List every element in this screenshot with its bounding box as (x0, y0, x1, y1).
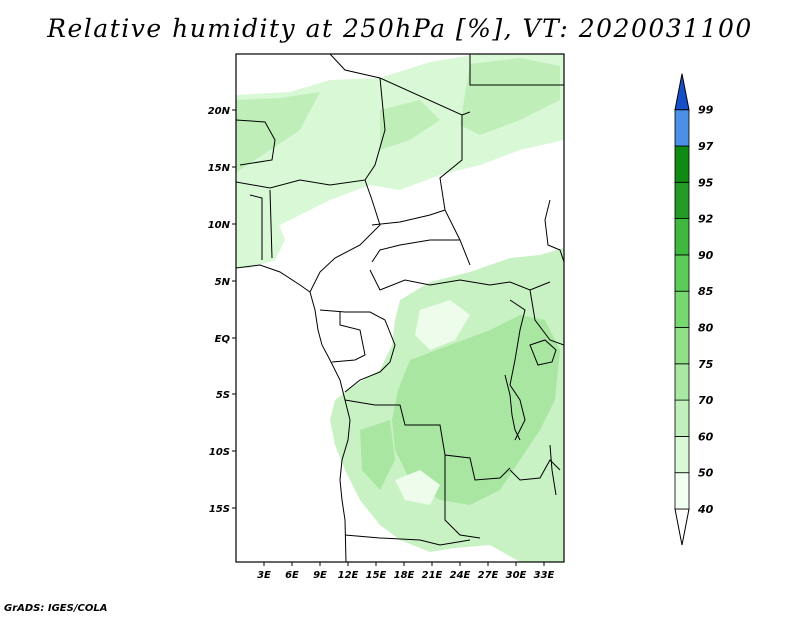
lat-label: EQ (215, 334, 231, 345)
border-angola-zambia (444, 455, 481, 539)
lon-label: 12E (338, 570, 359, 581)
border-benin-togo (249, 189, 273, 260)
lon-label: 30E (506, 570, 527, 581)
colorbar-swatch (674, 290, 690, 328)
colorbar-swatch (674, 181, 690, 220)
credit-label: GrADS: IGES/COLA (4, 603, 108, 614)
lat-label: 20N (208, 106, 231, 117)
colorbar-swatch (674, 435, 690, 474)
border-drc-angola (344, 399, 511, 481)
colorbar-label: 50 (698, 467, 714, 480)
colorbar-swatch (674, 472, 690, 510)
lon-label: 9E (313, 570, 327, 581)
lat-label: 5S (216, 390, 230, 401)
colorbar-swatch (674, 363, 690, 401)
border-east-africa (509, 289, 564, 441)
lon-label: 27E (478, 570, 499, 581)
lon-label: 15E (366, 570, 387, 581)
colorbar-label: 95 (698, 176, 714, 189)
chart-title: Relative humidity at 250hPa [%], VT: 202… (47, 14, 753, 43)
lon-labels: 3E 6E 9E 12E 15E 18E 21E 24E 27E 30E 33E (257, 570, 554, 581)
lat-axis (232, 109, 236, 509)
humidity-field (236, 54, 564, 562)
lat-label: 10N (208, 220, 231, 231)
border-congo-drc (344, 319, 396, 393)
colorbar-high-arrow (674, 73, 690, 111)
colorbar-swatch (674, 218, 690, 256)
border-zambia (509, 459, 561, 481)
country-borders (236, 54, 564, 562)
coastline-west-africa (236, 264, 311, 293)
lake-malawi (549, 444, 557, 496)
colorbar-label: 40 (697, 503, 714, 516)
colorbar-swatch (674, 254, 690, 292)
colorbar-label: 85 (698, 285, 714, 298)
colorbar-label: 75 (698, 358, 714, 371)
border-car (371, 209, 460, 263)
colorbar-swatch (674, 145, 690, 183)
humidity-light-patch (395, 300, 470, 505)
lon-label: 6E (285, 570, 299, 581)
colorbar-swatch (674, 399, 690, 437)
lon-axis (263, 562, 545, 566)
colorbar-label: 90 (698, 249, 714, 262)
colorbar-label: 99 (698, 104, 714, 117)
lon-label: 21E (422, 570, 443, 581)
border-egypt-sudan (469, 54, 564, 86)
lon-label: 33E (534, 570, 555, 581)
lat-label: 10S (209, 447, 230, 458)
border-cameroon-south (319, 309, 386, 321)
colorbar-label: 60 (698, 430, 714, 443)
border-mali-niger (236, 119, 276, 166)
humidity-band-north-core (236, 58, 560, 172)
lon-label: 18E (394, 570, 415, 581)
lat-label: 15S (209, 504, 230, 515)
colorbar-low-arrow (674, 508, 690, 546)
colorbar-label: 92 (698, 213, 714, 226)
colorbar-label: 80 (698, 322, 714, 335)
lon-label: 3E (257, 570, 271, 581)
lon-label: 24E (450, 570, 471, 581)
border-gabon-congo (331, 312, 366, 363)
border-nigeria-cameroon (309, 199, 381, 293)
colorbar-label: 70 (698, 394, 714, 407)
border-niger-chad (364, 77, 386, 181)
colorbar-swatch (674, 109, 690, 147)
colorbar-swatch (674, 327, 690, 365)
colorbar-label: 97 (698, 140, 714, 153)
border-south-sudan (544, 199, 564, 263)
humidity-west-strip (236, 195, 285, 268)
border-car-drc (369, 269, 551, 291)
border-namibia (344, 534, 471, 546)
border-sudan-chad (439, 115, 471, 266)
humidity-central-core (360, 315, 560, 505)
colorbar: 40 50 60 70 75 80 85 90 92 95 97 99 (674, 73, 714, 546)
lake-victoria (529, 339, 557, 366)
coastline-central (309, 291, 351, 562)
lat-label: 5N (215, 277, 231, 288)
border-nigeria-niger (236, 179, 373, 201)
lat-labels: 20N 15N 10N 5N EQ 5S 10S 15S (208, 106, 231, 515)
lat-label: 15N (208, 163, 231, 174)
lake-tanganyika (504, 374, 521, 441)
map-frame (235, 53, 565, 563)
